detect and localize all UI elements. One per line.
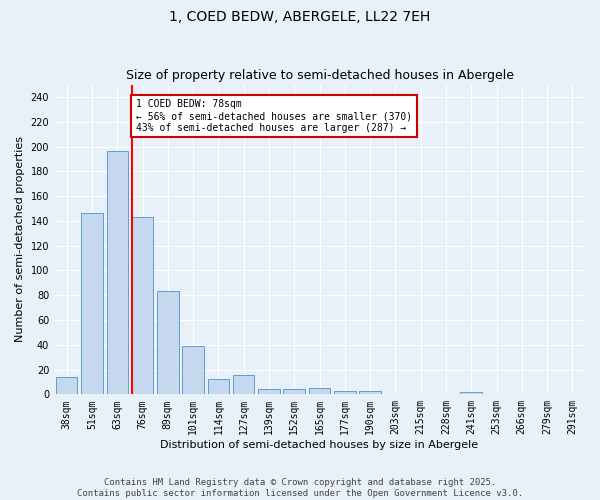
X-axis label: Distribution of semi-detached houses by size in Abergele: Distribution of semi-detached houses by … (160, 440, 479, 450)
Bar (56, 377, 77, 394)
Bar (233, 374, 254, 394)
Text: Contains HM Land Registry data © Crown copyright and database right 2025.
Contai: Contains HM Land Registry data © Crown c… (77, 478, 523, 498)
Bar (208, 380, 229, 394)
Bar (359, 390, 381, 394)
Bar (283, 390, 305, 394)
Text: 1, COED BEDW, ABERGELE, LL22 7EH: 1, COED BEDW, ABERGELE, LL22 7EH (169, 10, 431, 24)
Text: 1 COED BEDW: 78sqm
← 56% of semi-detached houses are smaller (370)
43% of semi-d: 1 COED BEDW: 78sqm ← 56% of semi-detache… (136, 100, 412, 132)
Bar (81, 214, 103, 394)
Bar (107, 152, 128, 394)
Bar (460, 392, 482, 394)
Bar (309, 388, 330, 394)
Bar (157, 292, 179, 395)
Bar (334, 390, 356, 394)
Y-axis label: Number of semi-detached properties: Number of semi-detached properties (15, 136, 25, 342)
Title: Size of property relative to semi-detached houses in Abergele: Size of property relative to semi-detach… (125, 69, 514, 82)
Bar (258, 390, 280, 394)
Bar (182, 346, 204, 395)
Bar (132, 217, 153, 394)
